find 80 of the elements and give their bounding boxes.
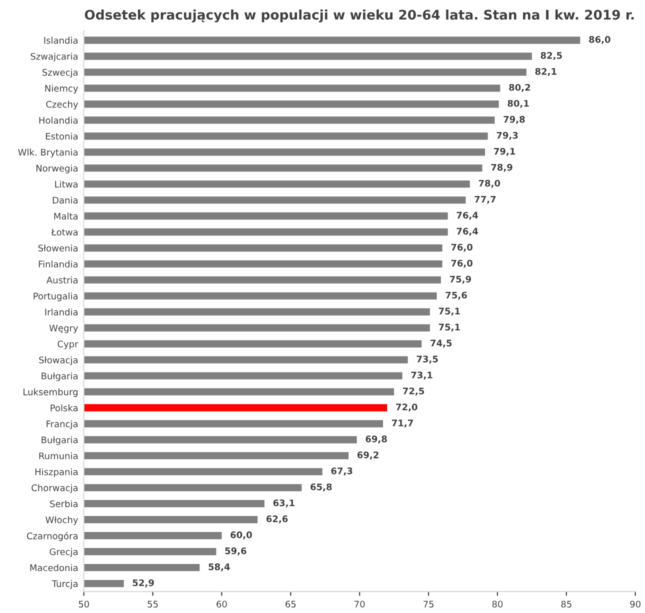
data-label: 72,5 bbox=[402, 388, 424, 396]
y-tick-label: Dania bbox=[52, 196, 78, 204]
data-label: 80,1 bbox=[508, 100, 529, 108]
data-label: 79,8 bbox=[504, 116, 525, 124]
y-tick-label: Łotwa bbox=[51, 228, 78, 236]
y-tick-label: Chorwacja bbox=[32, 484, 78, 493]
x-tick-label: 90 bbox=[630, 600, 640, 608]
data-label: 86,0 bbox=[589, 36, 610, 44]
data-label: 69,2 bbox=[357, 452, 378, 460]
data-label: 73,5 bbox=[416, 356, 438, 364]
data-label: 82,5 bbox=[540, 52, 562, 60]
data-label: 74,5 bbox=[430, 340, 452, 348]
data-label: 76,0 bbox=[451, 244, 472, 252]
data-label: 78,0 bbox=[478, 180, 500, 188]
y-tick-label: Malta bbox=[54, 212, 78, 220]
y-tick-label: Czechy bbox=[46, 100, 78, 110]
data-label: 76,0 bbox=[451, 260, 472, 268]
y-tick-label: Szwajcaria bbox=[30, 52, 78, 62]
data-label: 75,1 bbox=[438, 324, 460, 332]
data-label: 72,0 bbox=[396, 404, 418, 412]
data-label: 69,8 bbox=[366, 436, 387, 444]
x-tick-label: 50 bbox=[78, 600, 89, 608]
x-tick-label: 60 bbox=[216, 600, 227, 608]
y-tick-label: Holandia bbox=[39, 116, 78, 124]
data-label: 79,1 bbox=[494, 148, 516, 156]
data-label: 77,7 bbox=[474, 196, 496, 204]
y-tick-label: Niemcy bbox=[45, 84, 78, 94]
y-tick-label: Francja bbox=[46, 420, 78, 430]
data-label: 60,0 bbox=[230, 531, 252, 540]
x-tick-label: 55 bbox=[148, 600, 158, 608]
data-label: 79,3 bbox=[496, 132, 518, 140]
y-tick-label: Islandia bbox=[44, 36, 78, 44]
y-tick-label: Cypr bbox=[58, 340, 78, 350]
data-label: 58,4 bbox=[208, 563, 230, 572]
y-tick-label: Czarnogóra bbox=[26, 532, 78, 542]
y-tick-label: Szwecja bbox=[42, 68, 78, 78]
y-tick-label: Wlk. Brytania bbox=[18, 148, 78, 158]
y-tick-label: Słowenia bbox=[38, 244, 78, 252]
y-tick-label: Słowacja bbox=[39, 356, 78, 366]
x-tick-label: 80 bbox=[492, 600, 503, 608]
data-label: 52,9 bbox=[132, 579, 154, 588]
data-label: 76,4 bbox=[456, 228, 478, 236]
y-tick-label: Litwa bbox=[55, 180, 78, 188]
y-tick-label: Grecja bbox=[50, 548, 78, 557]
data-label: 80,2 bbox=[509, 84, 530, 92]
data-label: 59,6 bbox=[225, 547, 246, 556]
data-label: 67,3 bbox=[331, 467, 352, 476]
y-tick-label: Finlandia bbox=[38, 260, 78, 268]
data-label: 82,1 bbox=[535, 68, 556, 76]
y-tick-label: Luksemburg bbox=[24, 388, 78, 398]
x-tick-label: 70 bbox=[354, 600, 365, 608]
y-tick-label: Serbia bbox=[50, 500, 78, 508]
data-label: 75,1 bbox=[438, 308, 460, 316]
data-label: 65,8 bbox=[310, 483, 332, 492]
y-tick-label: Irlandia bbox=[45, 308, 78, 316]
data-label: 73,1 bbox=[411, 372, 432, 380]
y-tick-label: Hiszpania bbox=[35, 468, 78, 478]
x-tick-label: 75 bbox=[424, 600, 434, 608]
x-tick-label: 65 bbox=[286, 600, 296, 608]
data-label: 71,7 bbox=[392, 420, 413, 428]
y-tick-label: Turcja bbox=[52, 580, 78, 589]
data-label: 75,6 bbox=[446, 292, 467, 300]
data-label: 62,6 bbox=[266, 515, 288, 524]
y-tick-label: Bułgaria bbox=[42, 372, 78, 382]
y-tick-label: Portugalia bbox=[34, 292, 78, 302]
y-tick-label: Estonia bbox=[46, 132, 78, 140]
data-label: 78,9 bbox=[491, 164, 512, 172]
data-label: 75,9 bbox=[450, 276, 471, 284]
y-tick-label: Polska bbox=[50, 404, 78, 412]
y-tick-label: Rumunia bbox=[39, 452, 78, 460]
data-label: 63,1 bbox=[273, 499, 294, 508]
chart-title: Odsetek pracujących w populacji w wieku 20-64 lata. Stan na I kw. 2019 r. bbox=[84, 10, 634, 22]
y-tick-label: Norwegia bbox=[36, 164, 78, 174]
y-tick-label: Włochy bbox=[46, 516, 78, 525]
x-tick-label: 85 bbox=[561, 600, 572, 608]
data-label: 76,4 bbox=[456, 212, 478, 220]
y-tick-label: Macedonia bbox=[30, 564, 78, 572]
y-tick-label: Węgry bbox=[49, 324, 78, 334]
y-tick-label: Austria bbox=[46, 276, 78, 284]
y-tick-label: Bułgaria bbox=[42, 436, 78, 446]
